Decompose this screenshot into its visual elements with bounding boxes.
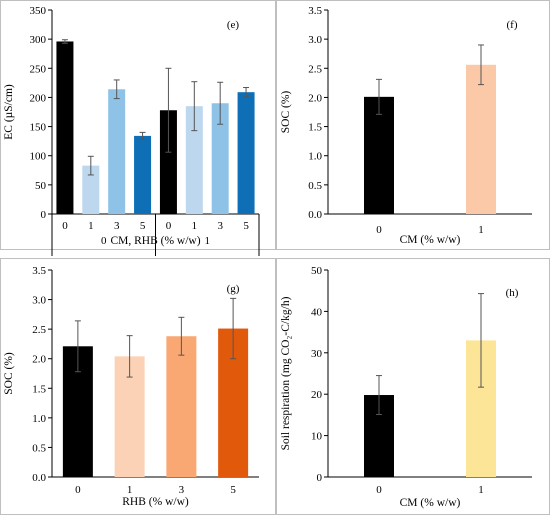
panel-label: (g) [227, 283, 240, 295]
y-tick-label: 0.5 [32, 442, 46, 454]
bar [56, 41, 74, 214]
y-tick-label: 10 [311, 431, 323, 443]
y-tick-label: 100 [30, 151, 47, 163]
y-axis-title: SOC (%) [280, 91, 292, 134]
y-tick-label: 0.5 [308, 180, 322, 192]
x-tick-label: 1 [127, 484, 133, 496]
y-tick-label: 1.5 [32, 383, 46, 395]
y-tick-label: 350 [30, 5, 47, 17]
y-tick-label: 2.5 [308, 63, 322, 75]
y-tick-label: 20 [311, 389, 323, 401]
x-tick-label: 5 [140, 220, 146, 232]
y-tick-label: 1.0 [32, 413, 46, 425]
x-axis-title: CM, RHB (% w/w) [110, 235, 200, 247]
x-tick-label: 1 [478, 224, 484, 236]
chart-panel-h: 0 10 20 30 40 50 0 1 Soil respiration (mg CO₂-C/… [276, 258, 550, 515]
bar [166, 336, 197, 477]
x-tick-label: 5 [230, 484, 236, 496]
panel-label: (e) [227, 19, 240, 31]
panel-label: (h) [506, 287, 519, 299]
x-tick-label: 3 [217, 220, 223, 232]
x-tick-label: 0 [166, 220, 172, 232]
y-tick-label: 1.5 [308, 122, 322, 134]
bar [364, 96, 394, 214]
y-tick-label: 50 [311, 265, 323, 277]
bar [237, 92, 255, 214]
x-tick-label: 3 [114, 220, 120, 232]
y-axis-title: Soil respiration (mg CO₂-C/kg/h) [280, 296, 292, 450]
y-tick-label: 30 [311, 348, 323, 360]
y-tick-label: 50 [35, 180, 47, 192]
x-tick-label: 1 [88, 220, 94, 232]
y-tick-label: 300 [30, 34, 47, 46]
x-axis-title: CM (% w/w) [400, 234, 461, 246]
y-tick-label: 200 [30, 92, 47, 104]
x-axis-title: RHB (% w/w) [122, 496, 189, 508]
y-tick-label: 0.0 [32, 472, 46, 484]
y-tick-label: 3.0 [32, 295, 46, 307]
bar [466, 64, 496, 214]
panel-frame [0, 0, 276, 250]
x-tick-label: 0 [376, 484, 382, 496]
bar [108, 89, 126, 214]
group-label: 0 [101, 235, 107, 247]
x-tick-label: 3 [179, 484, 185, 496]
x-axis-title: CM (% w/w) [400, 497, 461, 509]
bar [134, 135, 152, 214]
bar [211, 103, 229, 214]
y-axis-title: SOC (%) [3, 352, 15, 395]
bar [82, 165, 100, 214]
x-tick-label: 1 [192, 220, 198, 232]
group-label: 1 [205, 235, 211, 247]
bar [185, 106, 203, 214]
x-tick-label: 0 [75, 484, 81, 496]
chart-panel-f: 0.0 0.5 1.0 1.5 2.0 2.5 3.0 3.5 0 1 SOC (%) CM (% w… [276, 0, 550, 250]
bar [159, 110, 177, 214]
y-axis-title: EC (µS/cm) [3, 84, 15, 140]
y-tick-label: 2.0 [308, 92, 322, 104]
y-tick-label: 0 [41, 209, 47, 221]
x-tick-label: 0 [376, 224, 382, 236]
panel-label: (f) [507, 19, 518, 31]
x-tick-label: 1 [478, 484, 484, 496]
y-tick-label: 150 [30, 122, 47, 134]
y-tick-label: 2.5 [32, 324, 46, 336]
chart-panel-g: 0.0 0.5 1.0 1.5 2.0 2.5 3.0 3.5 0 1 3 5 SOC (%) RHB (… [0, 258, 276, 515]
y-tick-label: 3.5 [308, 5, 322, 17]
y-tick-label: 40 [311, 306, 323, 318]
y-tick-label: 0 [317, 472, 323, 484]
y-tick-label: 3.0 [308, 34, 322, 46]
y-tick-label: 1.0 [308, 151, 322, 163]
y-tick-label: 0.0 [308, 209, 322, 221]
x-tick-label: 5 [243, 220, 249, 232]
y-tick-label: 250 [30, 63, 47, 75]
y-tick-label: 3.5 [32, 265, 46, 277]
y-tick-label: 2.0 [32, 354, 46, 366]
x-tick-label: 0 [62, 220, 68, 232]
